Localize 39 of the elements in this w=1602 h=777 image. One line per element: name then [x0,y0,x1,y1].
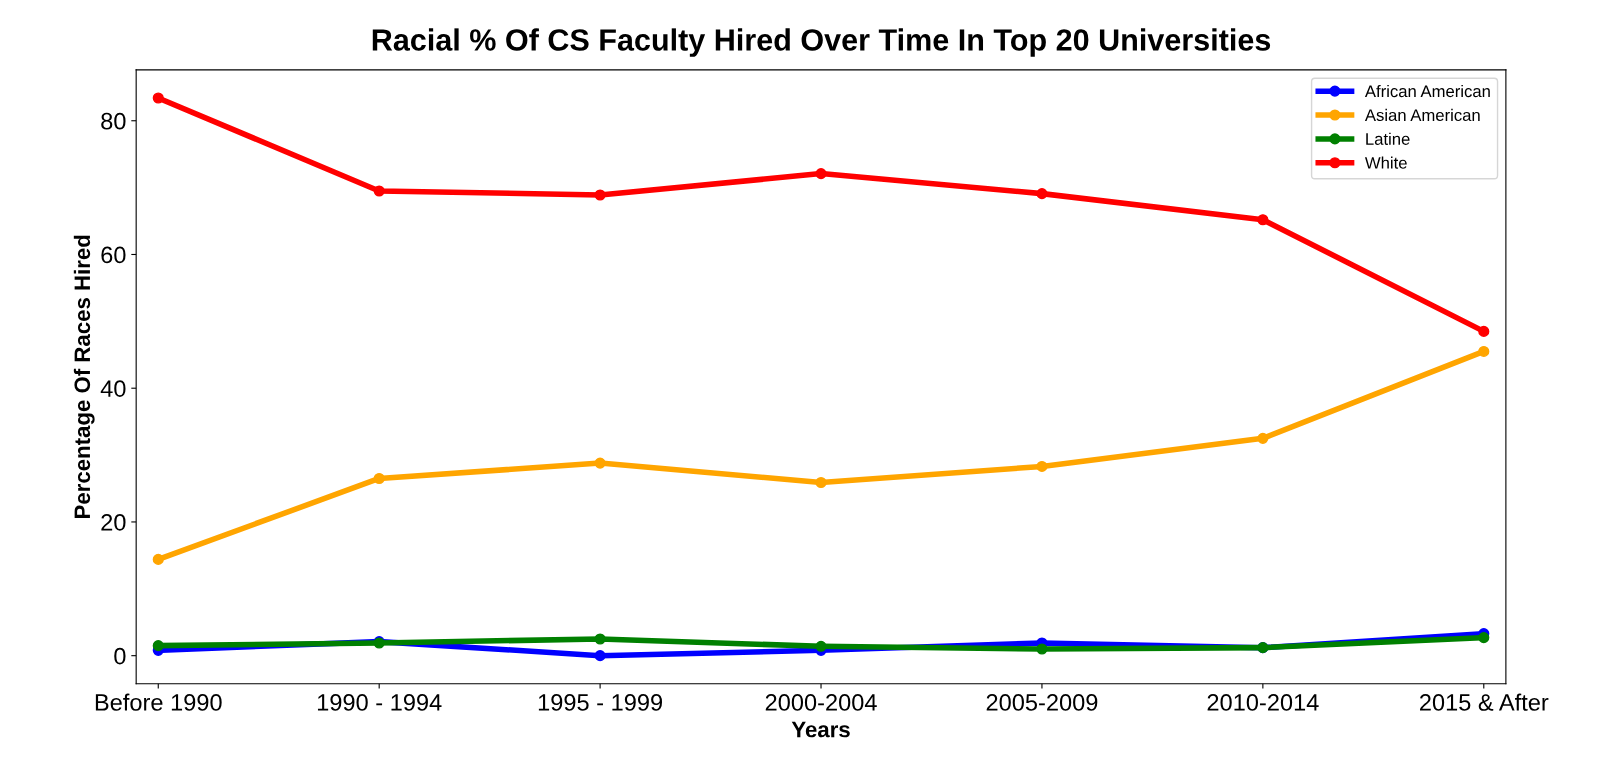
point [594,633,606,645]
point [1478,632,1490,644]
legend-label: Latine [1366,132,1410,145]
point [1257,432,1269,444]
y-tick-label: 40 [100,380,126,397]
x-tick-label: 2015 & After [1420,693,1549,711]
point [815,476,827,489]
x-axis-title: Years [791,721,850,738]
point [1036,188,1048,200]
y-tick-label: 60 [101,246,126,264]
y-axis-title: Percentage Of Races Hired [73,235,95,518]
legend-label: Asian American [1364,108,1480,122]
point [594,650,606,662]
point [1478,345,1490,357]
point [594,189,606,201]
legend-label: African American [1364,84,1490,98]
point [815,640,827,652]
x-tick-label: 1995 - 1999 [538,694,663,711]
point [373,472,385,485]
point [594,457,606,469]
point [1036,460,1048,473]
y-tick-label: 80 [101,112,126,130]
y-tick-label: 20 [101,514,126,531]
x-tick-label: 2005-2009 [986,694,1098,711]
point [1036,643,1048,655]
point [1478,325,1490,337]
point [815,168,827,180]
point [152,92,164,104]
x-tick-label: Before 1990 [95,693,222,711]
x-tick-label: 2010-2014 [1207,694,1319,711]
x-tick-label: 2000-2004 [765,694,877,711]
point [152,553,164,565]
y-tick-label: 0 [114,647,126,665]
point [373,185,385,197]
legend-label: White [1364,156,1407,169]
point [1257,214,1269,226]
point [152,640,164,652]
x-tick-label: 1990 - 1994 [317,694,442,711]
chart-title: Racial % Of CS Faculty Hired Over Time In Top 20 Universities [372,28,1271,57]
